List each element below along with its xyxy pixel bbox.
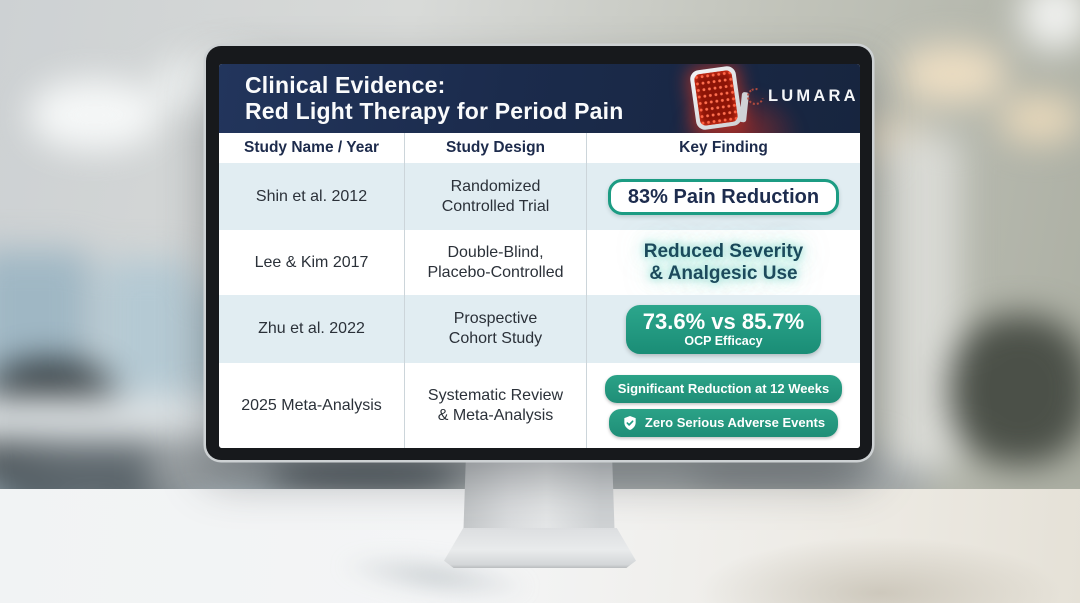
design-line: Randomized xyxy=(450,177,541,195)
table-header-row: Study Name / Year Study Design Key Findi… xyxy=(219,133,860,163)
design-cell: Double-Blind, Placebo-Controlled xyxy=(405,230,587,295)
slide-header: Clinical Evidence: Red Light Therapy for… xyxy=(219,64,860,133)
monitor-screen: Clinical Evidence: Red Light Therapy for… xyxy=(219,64,860,448)
badge-zero-adverse-events: Zero Serious Adverse Events xyxy=(608,408,839,437)
design-cell: Prospective Cohort Study xyxy=(405,295,587,363)
slide-title-line2: Red Light Therapy for Period Pain xyxy=(245,97,624,124)
design-line: Prospective xyxy=(453,310,538,327)
finding-cell: 83% Pain Reduction xyxy=(587,163,860,230)
finding-outlined-box: 83% Pain Reduction xyxy=(607,178,840,215)
finding-cell: Reduced Severity & Analgesic Use xyxy=(587,230,860,295)
warm-bokeh-light xyxy=(1000,95,1080,143)
finding-cell: Significant Reduction at 12 Weeks Zero S… xyxy=(587,363,860,448)
monitor: Clinical Evidence: Red Light Therapy for… xyxy=(206,46,872,460)
lumara-logo: LUMARA xyxy=(743,84,859,109)
table-row: Shin et al. 2012 Randomized Controlled T… xyxy=(219,163,860,230)
design-line: Systematic Review xyxy=(427,386,564,404)
slide-title: Clinical Evidence: Red Light Therapy for… xyxy=(245,72,624,124)
dotted-ring-icon xyxy=(743,84,768,109)
finding-filled-badge: 73.6% vs 85.7% OCP Efficacy xyxy=(625,304,822,354)
design-line: Placebo-Controlled xyxy=(427,263,564,281)
warm-bokeh-light xyxy=(900,45,1005,103)
bokeh-light xyxy=(1020,0,1080,50)
column-header-key-finding: Key Finding xyxy=(679,139,768,156)
badge-main-text: 73.6% vs 85.7% xyxy=(642,308,805,334)
red-light-therapy-device xyxy=(689,65,750,131)
design-cell: Systematic Review & Meta-Analysis xyxy=(405,363,587,448)
badge-significant-reduction: Significant Reduction at 12 Weeks xyxy=(604,374,843,403)
study-cell: 2025 Meta-Analysis xyxy=(219,363,405,448)
study-cell: Zhu et al. 2022 xyxy=(219,295,405,363)
study-cell: Shin et al. 2012 xyxy=(219,163,405,230)
design-line: Controlled Trial xyxy=(441,197,550,215)
furniture-silhouette xyxy=(950,315,1080,465)
column-header-study-design: Study Design xyxy=(405,133,587,163)
device-led-grid xyxy=(693,69,739,127)
design-line: Double-Blind, xyxy=(447,243,544,261)
design-cell: Randomized Controlled Trial xyxy=(405,163,587,230)
badge-label: Zero Serious Adverse Events xyxy=(644,414,826,430)
column-header-study-name: Study Name / Year xyxy=(219,133,405,163)
monitor-stand-base xyxy=(444,528,636,568)
shield-check-icon xyxy=(624,415,636,430)
badge-sub-text: OCP Efficacy xyxy=(684,333,763,348)
brand-name: LUMARA xyxy=(768,87,859,105)
design-line: Cohort Study xyxy=(448,330,543,347)
finding-cell: 73.6% vs 85.7% OCP Efficacy xyxy=(587,295,860,363)
study-cell: Lee & Kim 2017 xyxy=(219,230,405,295)
slide-title-line1: Clinical Evidence: xyxy=(245,72,446,98)
table-row: Zhu et al. 2022 Prospective Cohort Study… xyxy=(219,295,860,363)
table-row: Lee & Kim 2017 Double-Blind, Placebo-Con… xyxy=(219,230,860,295)
ceiling-light-blob xyxy=(30,80,160,150)
table-row: 2025 Meta-Analysis Systematic Review & M… xyxy=(219,363,860,448)
finding-glow-text: Reduced Severity xyxy=(643,240,804,262)
design-line: & Meta-Analysis xyxy=(437,406,554,424)
desk-shading xyxy=(620,513,1080,603)
finding-glow-text: & Analgesic Use xyxy=(649,262,798,284)
wall-column xyxy=(885,135,960,470)
